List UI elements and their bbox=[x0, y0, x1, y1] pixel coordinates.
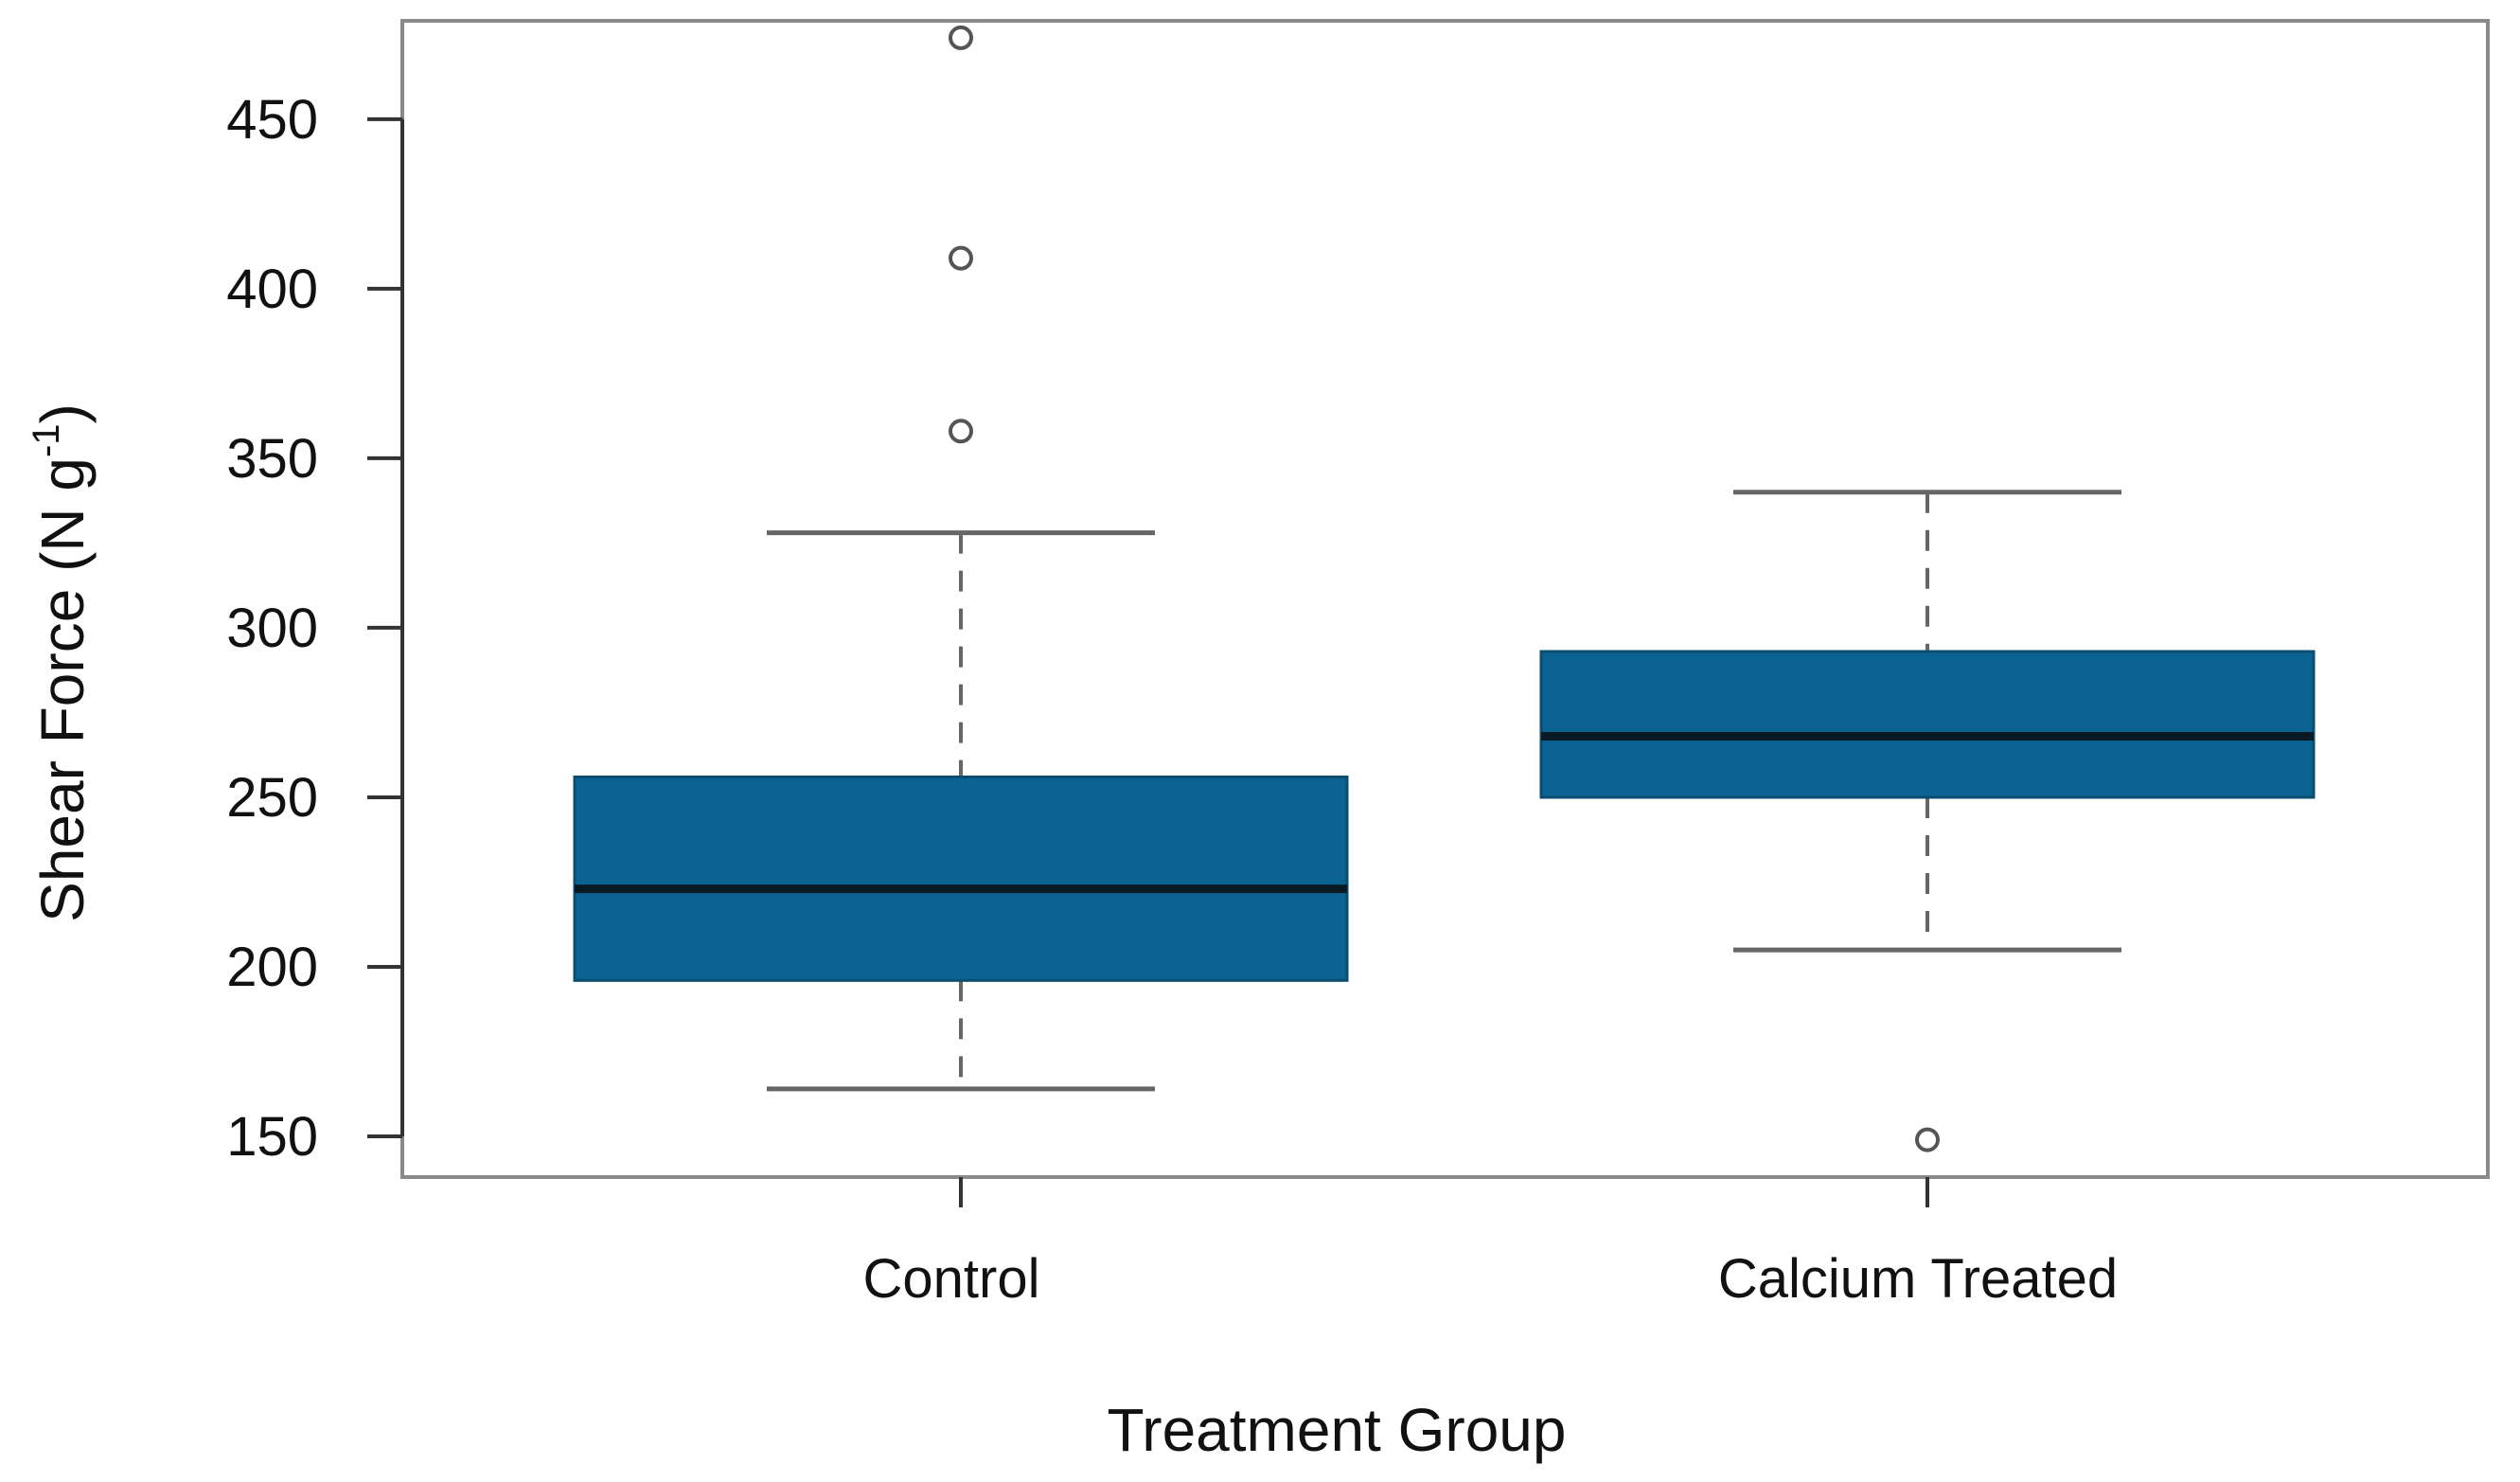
y-tick-label: 150 bbox=[226, 1106, 318, 1168]
y-tick-label: 400 bbox=[226, 259, 318, 320]
x-tick-label: Control bbox=[863, 1248, 1040, 1310]
x-tick-label: Calcium Treated bbox=[1718, 1248, 2118, 1310]
y-tick-label: 250 bbox=[226, 767, 318, 829]
y-axis-title-suffix: ) bbox=[28, 403, 97, 423]
y-tick-label: 450 bbox=[226, 89, 318, 151]
outlier-point bbox=[949, 25, 973, 50]
y-axis-title: Shear Force (N g-1) bbox=[26, 403, 97, 922]
y-axis: 150 200 250 300 350 400 450 bbox=[226, 89, 404, 1168]
iqr-box bbox=[573, 775, 1349, 982]
outlier-point bbox=[1915, 1127, 1940, 1152]
box-group-control bbox=[573, 25, 1349, 1092]
outlier-point bbox=[949, 419, 973, 444]
y-axis-title-superscript: -1 bbox=[26, 423, 67, 457]
x-axis: Control Calcium Treated bbox=[863, 1177, 2118, 1310]
outlier-point bbox=[949, 245, 973, 271]
y-tick-label: 300 bbox=[226, 598, 318, 659]
box-group-calcium-treated bbox=[1539, 490, 2316, 1152]
x-axis-title: Treatment Group bbox=[1108, 1396, 1567, 1464]
y-tick-label: 350 bbox=[226, 428, 318, 490]
iqr-box bbox=[1539, 650, 2316, 799]
y-tick-label: 200 bbox=[226, 937, 318, 998]
box-series bbox=[573, 25, 2316, 1152]
y-axis-title-main: Shear Force (N g bbox=[28, 457, 97, 922]
